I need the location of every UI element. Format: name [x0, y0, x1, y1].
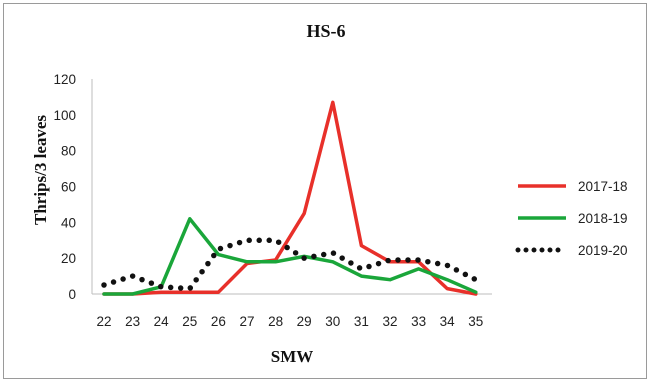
- legend-label: 2019-20: [578, 243, 628, 258]
- x-tick-label: 34: [440, 314, 456, 329]
- legend-label: 2017-18: [578, 179, 628, 194]
- x-tick-label: 33: [411, 314, 426, 329]
- x-axis-title: SMW: [271, 347, 314, 366]
- chart-frame: [3, 3, 647, 379]
- x-tick-label: 29: [297, 314, 312, 329]
- legend-label: 2018-19: [578, 211, 628, 226]
- x-tick-labels: 22 23 24 25 26 27 28 29 30 31 32 33 34 35: [96, 314, 483, 329]
- y-tick-label: 120: [53, 72, 76, 87]
- y-tick-label: 40: [61, 215, 76, 230]
- y-tick-label: 0: [68, 287, 76, 302]
- series-line-2018-19: [102, 217, 478, 296]
- x-tick-label: 26: [211, 314, 226, 329]
- y-tick-label: 80: [61, 144, 76, 159]
- y-tick-labels: 0 20 40 60 80 100 120: [53, 72, 76, 302]
- x-tick-label: 28: [268, 314, 283, 329]
- x-tick-label: 32: [382, 314, 397, 329]
- x-tick-label: 23: [125, 314, 140, 329]
- x-tick-label: 30: [325, 314, 340, 329]
- legend: 2017-18 2018-19 2019-20: [515, 179, 628, 258]
- x-tick-label: 24: [154, 314, 170, 329]
- x-tick-label: 27: [239, 314, 254, 329]
- x-tick-label: 22: [96, 314, 111, 329]
- chart-title: HS-6: [306, 21, 345, 41]
- y-tick-label: 60: [61, 180, 76, 195]
- series-lines: [101, 100, 479, 296]
- y-axis-title: Thrips/3 leaves: [31, 115, 50, 225]
- x-tick-label: 31: [354, 314, 369, 329]
- x-tick-label: 25: [182, 314, 197, 329]
- y-tick-label: 20: [61, 251, 76, 266]
- y-tick-label: 100: [53, 108, 76, 123]
- series-line-2017-18: [102, 100, 478, 296]
- x-tick-label: 35: [468, 314, 483, 329]
